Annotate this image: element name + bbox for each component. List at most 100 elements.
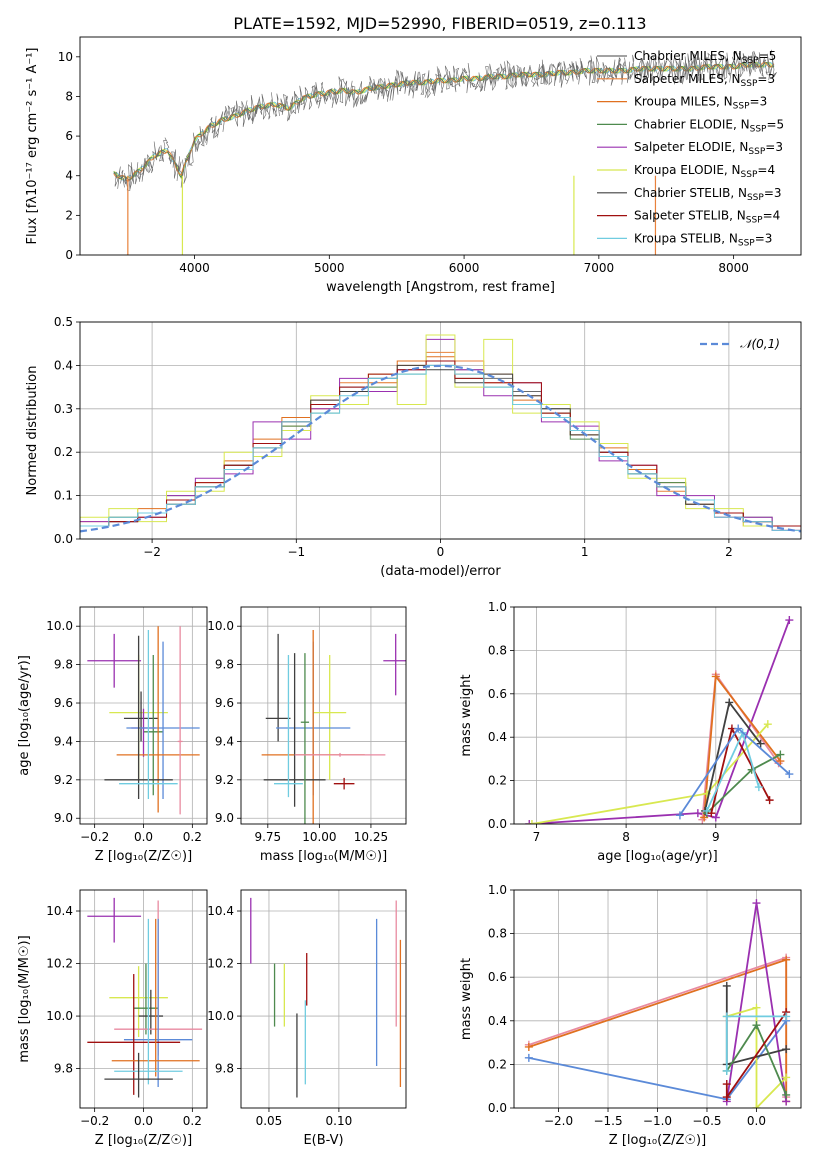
- y-tick-label: 9.8: [54, 658, 73, 672]
- mass-weight-marker: [754, 783, 763, 792]
- legend-label: Chabrier ELODIE, NSSP=5: [634, 117, 784, 134]
- mass-weight-marker: [524, 1053, 533, 1062]
- x-tick-label: 0.0: [747, 1114, 766, 1128]
- y-tick-label: 0.4: [54, 358, 73, 372]
- gridlines: [514, 606, 801, 825]
- x-tick-label: −0.5: [692, 1114, 721, 1128]
- legend-label: Salpeter MILES, NSSP=3: [634, 72, 775, 89]
- mass-weight-marker: [700, 813, 709, 822]
- mass-weight-marker: [693, 809, 702, 818]
- y-tick-label: 0.0: [54, 532, 73, 546]
- legend-label: Kroupa MILES, NSSP=3: [634, 95, 767, 112]
- y-tick-label: 0.1: [54, 489, 73, 503]
- x-tick-label: 1: [581, 545, 589, 559]
- y-tick-label: 0.8: [488, 643, 507, 657]
- plot-area: [524, 899, 791, 1108]
- y-tick-label: 10.4: [207, 904, 234, 918]
- mass-weight-marker: [711, 813, 720, 822]
- x-axis-label: age [log₁₀(age/yr)]: [597, 849, 718, 864]
- y-tick-label: 9.8: [215, 658, 234, 672]
- legend-label: Salpeter STELIB, NSSP=4: [634, 209, 780, 226]
- y-tick-label: 10.2: [46, 957, 73, 971]
- mass-weight-marker: [763, 720, 772, 729]
- plot-area: [250, 897, 402, 1098]
- mass-weight-marker: [722, 1012, 731, 1021]
- y-tick-label: 0.6: [488, 687, 507, 701]
- x-axis-label: wavelength [Angstrom, rest frame]: [326, 280, 555, 295]
- y-axis-label: mass [log₁₀(M/M☉)]: [17, 935, 32, 1062]
- x-axis-label: Z [log₁₀(Z/Z☉)]: [95, 1133, 192, 1148]
- panel-1: 4000 5000 6000 7000 8000 0 2 4 6 8 10 wavelength [A…: [25, 36, 802, 295]
- axes-frame: [513, 606, 802, 825]
- model-spectrum-line: [113, 61, 775, 181]
- y-tick-label: 10: [58, 50, 73, 64]
- y-axis-label: Normed distribution: [25, 366, 40, 496]
- mass-weight-marker: [675, 811, 684, 820]
- mass-weight-marker: [782, 1090, 791, 1099]
- mass-weight-marker: [524, 1042, 533, 1051]
- gridlines: [514, 889, 801, 1109]
- y-tick-label: 0.5: [54, 315, 73, 329]
- x-tick-label: 0.2: [183, 830, 202, 844]
- x-tick-label: −1: [287, 545, 305, 559]
- y-tick-label: 0.2: [54, 445, 73, 459]
- gridlines: [80, 890, 207, 1108]
- figure-title: PLATE=1592, MJD=52990, FIBERID=0519, z=0…: [233, 14, 646, 33]
- x-tick-label: −1.5: [593, 1114, 622, 1128]
- y-tick-label: 9.8: [215, 1062, 234, 1076]
- x-tick-label: −1.0: [643, 1114, 672, 1128]
- mass-weight-marker: [782, 1045, 791, 1054]
- mass-weight-marker: [776, 750, 785, 759]
- legend-label: Salpeter ELODIE, NSSP=3: [634, 140, 783, 157]
- x-tick-label: 5000: [314, 261, 345, 275]
- axes-frame: [79, 889, 208, 1109]
- mass-weight-marker: [752, 899, 761, 908]
- x-tick-label: 7: [533, 830, 541, 844]
- plot-area: [80, 334, 801, 539]
- y-tick-label: 9.0: [215, 811, 234, 825]
- y-tick-label: 9.0: [54, 811, 73, 825]
- mass-weight-line: [726, 1006, 787, 1108]
- gridlines: [241, 607, 406, 824]
- x-tick-label: 7000: [584, 261, 615, 275]
- mass-weight-marker: [734, 724, 743, 733]
- x-tick-label: 8000: [718, 261, 749, 275]
- panel-2: −2 −1 0 1 2 0.0 0.1 0.2 0.3 0.4 0.5 (data-model)/er…: [25, 315, 802, 579]
- x-tick-label: −0.2: [80, 1114, 109, 1128]
- gridlines: [80, 321, 801, 540]
- mass-weight-marker: [752, 1021, 761, 1030]
- y-tick-label: 9.6: [215, 696, 234, 710]
- x-tick-label: 0.0: [134, 1114, 153, 1128]
- y-tick-label: 0.6: [488, 970, 507, 984]
- plot-area: [261, 630, 406, 824]
- plot-area: [87, 897, 203, 1098]
- y-tick-label: 0.8: [488, 927, 507, 941]
- y-tick-label: 0.0: [488, 817, 507, 831]
- y-tick-label: 0.4: [488, 1014, 507, 1028]
- x-axis-label: Z [log₁₀(Z/Z☉)]: [609, 1133, 706, 1148]
- y-axis-label: Flux [fλ10⁻¹⁷ erg cm⁻² s⁻¹ A⁻¹]: [25, 48, 40, 245]
- y-tick-label: 2: [65, 208, 73, 222]
- y-axis-label: age [log₁₀(age/yr)]: [17, 655, 32, 776]
- x-tick-label: 0.2: [183, 1114, 202, 1128]
- mass-weight-marker: [527, 820, 536, 824]
- mass-weight-marker: [752, 1003, 761, 1012]
- y-tick-label: 0: [65, 248, 73, 262]
- y-tick-label: 10.4: [46, 904, 73, 918]
- plot-area: [113, 49, 777, 255]
- mass-weight-marker: [785, 770, 794, 779]
- panel-6: −0.2 0.0 0.2 9.8 10.0 10.2 10.4 Z [log₁₀(Z/Z☉)]…: [17, 889, 208, 1148]
- mass-weight-marker: [525, 820, 534, 824]
- x-tick-label: 9: [712, 830, 720, 844]
- y-tick-label: 0.4: [488, 730, 507, 744]
- mass-weight-marker: [782, 1073, 791, 1082]
- x-tick-label: 0: [437, 545, 445, 559]
- mass-weight-marker: [785, 616, 794, 625]
- y-tick-label: 1.0: [488, 600, 507, 614]
- axes-frame: [240, 889, 407, 1109]
- x-tick-label: 2: [725, 545, 733, 559]
- mass-weight-marker: [702, 806, 711, 815]
- x-tick-label: 8: [622, 830, 630, 844]
- axes-frame: [513, 889, 802, 1109]
